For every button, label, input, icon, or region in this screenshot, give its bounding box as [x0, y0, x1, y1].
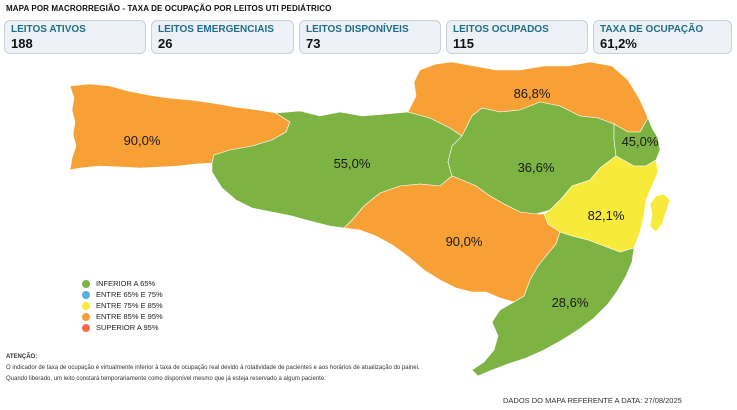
card-taxa-ocupacao: TAXA DE OCUPAÇÃO 61,2% [593, 20, 732, 54]
legend-item: SUPERIOR A 95% [82, 322, 163, 333]
region-florianopolis-island [649, 193, 671, 233]
note-line: O indicador de taxa de ocupação é virtua… [6, 365, 420, 371]
legend-item: INFERIOR A 65% [82, 278, 163, 289]
card-value: 73 [306, 36, 321, 51]
card-leitos-ocupados: LEITOS OCUPADOS 115 [446, 20, 588, 54]
card-label: LEITOS OCUPADOS [453, 24, 549, 35]
card-value: 115 [453, 36, 474, 51]
region-label-grande-florianopolis: 82,1% [588, 208, 625, 223]
region-label-meio-oeste: 55,0% [334, 156, 371, 171]
card-leitos-emergenciais: LEITOS EMERGENCIAIS 26 [151, 20, 294, 54]
legend-label: SUPERIOR A 95% [96, 323, 159, 332]
attention-note: ATENÇÃO: O indicador de taxa de ocupação… [6, 352, 606, 385]
legend-label: INFERIOR A 65% [96, 279, 156, 288]
legend-label: ENTRE 75% E 85% [96, 301, 163, 310]
card-value: 188 [11, 36, 33, 51]
region-label-foz-itajai: 45,0% [622, 134, 659, 149]
legend-dot [82, 301, 90, 310]
card-label: LEITOS DISPONÍVEIS [306, 24, 409, 35]
legend-dot [82, 312, 90, 321]
legend-label: ENTRE 85% E 95% [96, 312, 163, 321]
legend-item: ENTRE 75% E 85% [82, 300, 163, 311]
legend-dot [82, 290, 90, 299]
card-leitos-disponiveis: LEITOS DISPONÍVEIS 73 [299, 20, 441, 54]
kpi-cards: LEITOS ATIVOS 188 LEITOS EMERGENCIAIS 26… [4, 20, 732, 54]
region-sul[interactable] [471, 231, 635, 377]
region-label-grande-oeste: 90,0% [124, 133, 161, 148]
macroregion-map: 90,0% 55,0% 86,8% 36,6% 45,0% 82,1% 90,0… [69, 61, 671, 377]
page-title: MAPA POR MACRORREGIÃO - TAXA DE OCUPAÇÃO… [6, 4, 332, 13]
card-label: LEITOS EMERGENCIAIS [158, 24, 274, 35]
map-legend: INFERIOR A 65% ENTRE 65% E 75% ENTRE 75%… [82, 278, 163, 333]
card-value: 26 [158, 36, 173, 51]
legend-label: ENTRE 65% E 75% [96, 290, 163, 299]
legend-item: ENTRE 65% E 75% [82, 289, 163, 300]
note-line: Quando liberado, um leito constará tempo… [6, 376, 326, 382]
region-label-serra: 90,0% [446, 234, 483, 249]
card-value: 61,2% [600, 36, 637, 51]
legend-dot [82, 279, 90, 288]
region-label-vale-itajai: 36,6% [518, 160, 555, 175]
region-label-sul: 28,6% [552, 295, 589, 310]
card-label: LEITOS ATIVOS [11, 24, 86, 35]
legend-dot [82, 323, 90, 332]
card-label: TAXA DE OCUPAÇÃO [600, 24, 704, 35]
map-date-footer: DADOS DO MAPA REFERENTE A DATA: 27/08/20… [503, 396, 682, 405]
card-leitos-ativos: LEITOS ATIVOS 188 [4, 20, 146, 54]
legend-item: ENTRE 85% E 95% [82, 311, 163, 322]
region-label-planalto-norte: 86,8% [514, 86, 551, 101]
note-heading: ATENÇÃO: [6, 354, 38, 360]
